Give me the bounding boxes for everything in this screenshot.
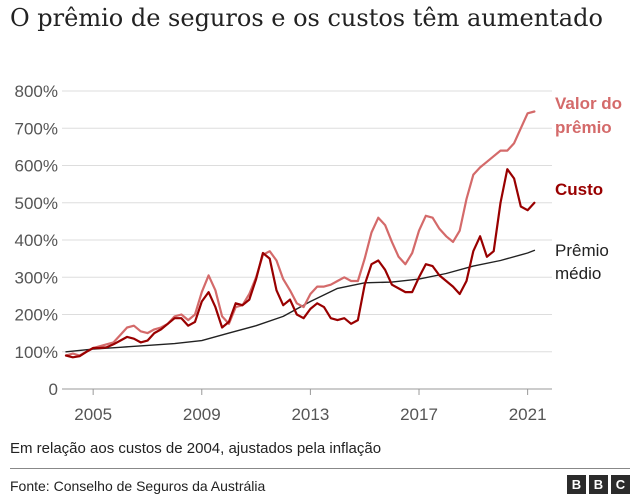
x-tick-label: 2017 — [400, 405, 438, 424]
series-labels: Valor do prêmio Custo Prêmio médio — [555, 94, 622, 283]
series-line-premium-value — [64, 110, 536, 357]
y-tick-label: 600% — [15, 157, 58, 176]
y-tick-label: 700% — [15, 119, 58, 138]
x-tick-label: 2005 — [74, 405, 112, 424]
series-label-premium-value: prêmio — [555, 118, 612, 137]
series-label-average-premium: médio — [555, 264, 601, 283]
y-tick-label: 300% — [15, 268, 58, 287]
x-tick-label: 2021 — [509, 405, 547, 424]
chart-subtitle: Em relação aos custos de 2004, ajustados… — [10, 440, 382, 457]
bbc-logo-letter: B — [567, 475, 586, 494]
footer-divider — [10, 468, 630, 469]
y-tick-label: 800% — [15, 82, 58, 101]
bbc-logo: B B C — [567, 475, 630, 494]
bbc-logo-letter: B — [589, 475, 608, 494]
series-label-cost: Custo — [555, 180, 603, 199]
series-line-average-premium — [65, 249, 536, 353]
y-tick-label: 400% — [15, 231, 58, 250]
y-tick-label: 500% — [15, 194, 58, 213]
series-line-cost — [64, 168, 536, 359]
y-axis-tick-labels: 0 100% 200% 300% 400% 500% 600% 700% 800% — [15, 82, 58, 399]
y-tick-label: 0 — [49, 380, 58, 399]
x-axis-tick-labels: 2005 2009 2013 2017 2021 — [74, 389, 547, 424]
source-note: Fonte: Conselho de Seguros da Austrália — [10, 478, 266, 494]
chart-title: O prêmio de seguros e os custos têm aume… — [10, 4, 603, 32]
series-label-average-premium: Prêmio — [555, 241, 609, 260]
y-tick-label: 200% — [15, 306, 58, 325]
x-tick-label: 2009 — [183, 405, 221, 424]
y-tick-label: 100% — [15, 343, 58, 362]
bbc-logo-letter: C — [611, 475, 630, 494]
x-tick-label: 2013 — [291, 405, 329, 424]
series-label-premium-value: Valor do — [555, 94, 622, 113]
series-lines — [64, 110, 536, 359]
